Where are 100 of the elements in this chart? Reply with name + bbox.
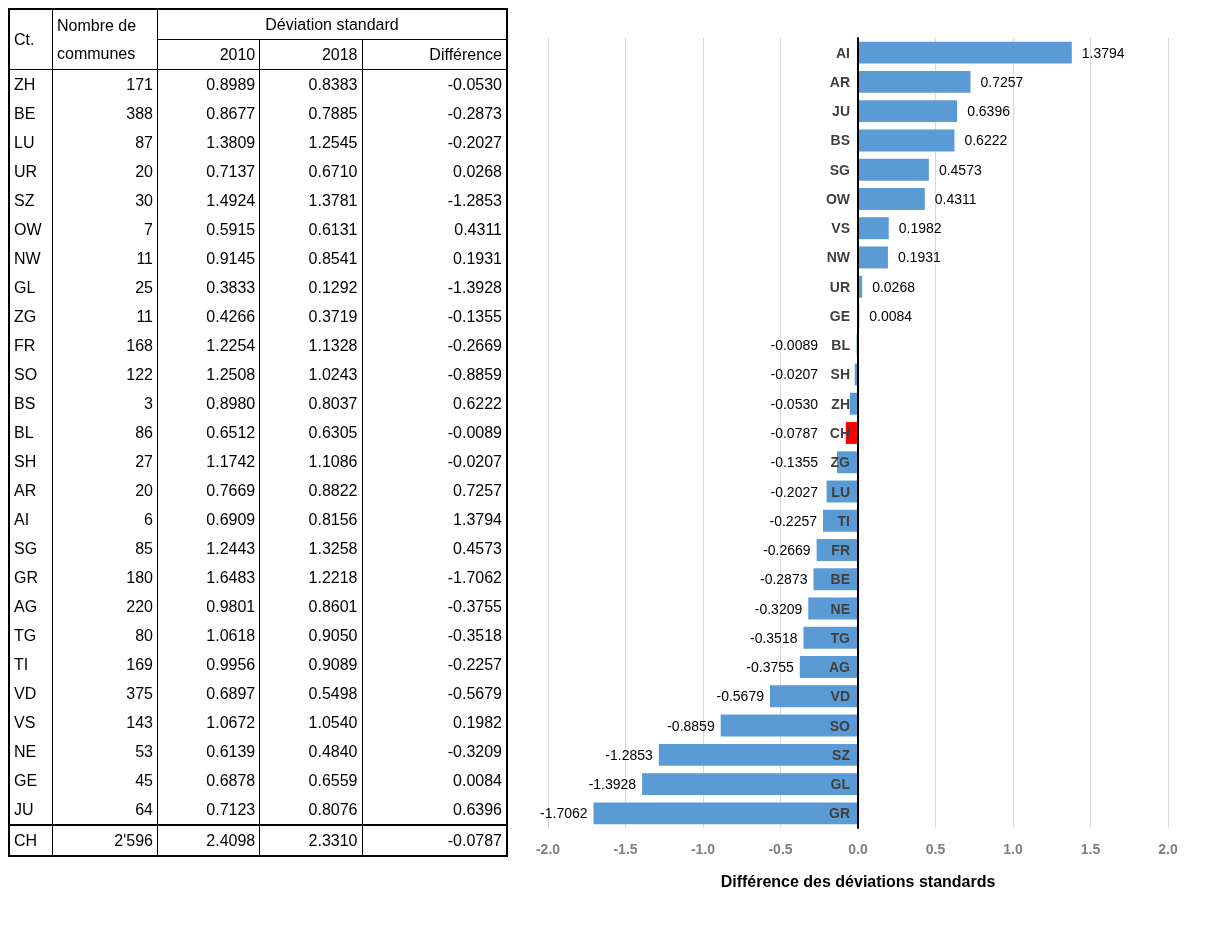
text: 0.9089 [308,655,358,673]
category-label: AG [14,597,38,615]
text: 1.2443 [206,539,256,557]
data-label: -1.3928 [588,776,637,793]
x-tick-label: 2.0 [1158,841,1178,857]
text: 1.3794 [453,510,502,528]
category-label: BS [14,394,36,412]
category-label: SO [14,365,38,383]
data-label: -0.2257 [769,512,818,529]
category-label: FR [14,336,36,354]
category-label: CH [14,831,38,849]
text: Déviation standard [157,9,507,40]
text: 169 [126,655,153,673]
text: 1.4924 [206,191,256,209]
text: 0.0268 [453,162,502,180]
text: 0.8601 [308,597,358,615]
text: -0.0787 [447,831,502,849]
text: 3 [144,394,153,412]
text: -0.2873 [447,104,502,122]
text: 1.0243 [308,365,358,383]
y-tick-label: OW [825,190,851,207]
x-tick-label: 0.0 [848,841,868,857]
text: 0.6396 [453,800,502,818]
text: -0.3755 [447,597,502,615]
data-label: -1.7062 [540,805,588,822]
text: 20 [135,481,153,499]
text: 1.3258 [308,539,358,557]
text: 1.2218 [308,568,358,586]
text: 0.3719 [308,307,358,325]
category-label: UR [14,162,38,180]
text: 0.6909 [206,510,256,528]
text: 0.7669 [206,481,256,499]
text: -1.2853 [447,191,502,209]
text: 0.6305 [308,423,358,441]
data-label: -0.0530 [770,395,819,412]
text: 0.7257 [453,481,502,499]
data-label: 0.1982 [898,220,942,237]
category-label: JU [14,800,34,818]
text: 0.8037 [308,394,358,412]
text: 1.1742 [206,452,256,470]
category-label: ZG [14,307,37,325]
y-tick-label: SG [829,161,851,178]
text: Ct. [9,9,53,70]
text: 1.6483 [206,568,256,586]
text: 388 [126,104,153,122]
text: 0.6139 [206,742,256,760]
text: 1.0618 [206,626,256,644]
x-tick-label: 1.0 [1003,841,1023,857]
text: 1.2254 [206,336,256,354]
x-tick-label: -2.0 [535,841,561,857]
category-label: 2018 [259,39,362,70]
y-tick-label: BS [830,132,850,149]
text: 0.7123 [206,800,256,818]
y-tick-label: GL [830,776,851,793]
text: 1.0540 [308,713,358,731]
text: 11 [136,249,153,267]
category-label: AI [14,510,30,528]
text: 375 [126,684,153,702]
text: 1.3809 [206,133,256,151]
text: 0.6559 [308,771,358,789]
category-label: NW [14,249,41,267]
text: 0.6131 [308,220,358,238]
data-label: 0.4573 [938,161,982,178]
category-label: Différence [362,39,507,70]
text: 1.1328 [308,336,358,354]
category-label: SZ [14,191,35,209]
y-tick-label: SH [830,366,850,383]
x-tick-label: -0.5 [768,841,793,857]
y-tick-label: NW [826,249,851,266]
text: 85 [135,539,153,557]
text: -0.2257 [447,655,502,673]
category-label: Nombre de communes [52,9,158,70]
text: 180 [126,568,153,586]
text: 45 [135,771,153,789]
y-tick-label: AG [829,659,851,676]
data-label: 0.0084 [869,307,913,324]
text: 25 [135,278,153,296]
data-label: -0.3209 [754,600,803,617]
text: 0.7137 [206,162,256,180]
y-tick-label: NE [830,600,850,617]
text: 0.5498 [308,684,358,702]
category-label: GL [14,278,36,296]
text: -0.3209 [447,742,502,760]
text: -0.1355 [447,307,502,325]
text: 2.4098 [206,831,256,849]
text: 0.4266 [206,307,256,325]
text: 1.2508 [206,365,256,383]
text: -0.0089 [447,423,502,441]
text: 2.3310 [308,831,358,849]
category-label: ZH [14,75,36,93]
text: -1.7062 [447,568,502,586]
text: -0.2027 [447,133,502,151]
text: 0.4573 [453,539,502,557]
text: -0.0207 [447,452,502,470]
text: -0.5679 [447,684,502,702]
text: 2'596 [114,831,153,849]
text: 0.5915 [206,220,256,238]
data-label: 0.1931 [897,249,941,266]
data-label: -0.0207 [770,366,819,383]
category-label: AR [14,481,37,499]
